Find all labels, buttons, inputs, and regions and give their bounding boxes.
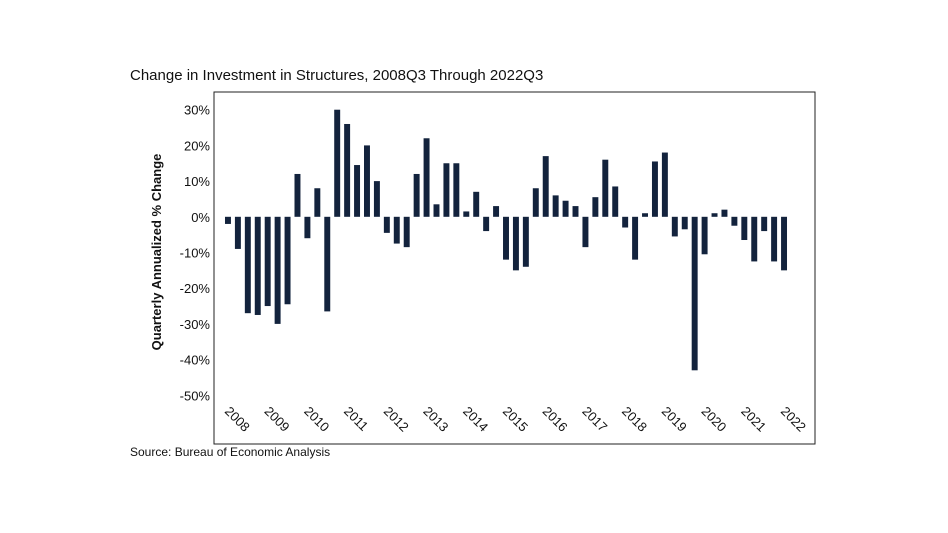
- bar: [522, 216, 529, 267]
- bar: [751, 216, 758, 262]
- bar: [383, 216, 390, 233]
- bar: [532, 188, 539, 217]
- bar: [651, 161, 658, 217]
- bar: [433, 204, 440, 217]
- bar: [622, 216, 629, 228]
- y-tick-label: 20%: [184, 138, 210, 153]
- y-axis-label: Quarterly Annualized % Change: [149, 154, 164, 351]
- bar: [781, 216, 788, 271]
- bar: [314, 188, 321, 217]
- y-tick-label: 0%: [191, 210, 210, 225]
- bar: [701, 216, 708, 255]
- bar: [413, 173, 420, 217]
- bar: [582, 216, 589, 248]
- bar: [373, 181, 380, 217]
- bar: [721, 209, 728, 217]
- bar: [294, 173, 301, 217]
- bar: [334, 109, 341, 217]
- y-tick-label: -50%: [180, 388, 211, 403]
- bar: [552, 195, 559, 217]
- bar: [642, 213, 648, 217]
- y-tick-label: 10%: [184, 174, 210, 189]
- bar: [503, 216, 509, 260]
- bar: [473, 191, 480, 217]
- bar: [324, 216, 331, 312]
- source-note: Source: Bureau of Economic Analysis: [130, 445, 330, 459]
- bar: [512, 216, 519, 271]
- bar: [264, 216, 271, 307]
- bar: [403, 216, 410, 248]
- bar: [632, 216, 639, 260]
- bar: [284, 216, 291, 305]
- bar: [592, 197, 599, 217]
- bar: [612, 186, 619, 217]
- bar: [234, 216, 241, 249]
- y-tick-label: -30%: [180, 317, 211, 332]
- y-tick-label: -40%: [180, 353, 211, 368]
- plot-frame: [213, 91, 816, 445]
- bar: [562, 200, 569, 217]
- bar: [443, 163, 450, 217]
- bar: [761, 216, 768, 232]
- bar: [463, 211, 470, 217]
- bar: [741, 216, 748, 241]
- bar: [681, 216, 688, 230]
- bar: [254, 216, 261, 315]
- chart-title: Change in Investment in Structures, 2008…: [130, 67, 543, 84]
- bar: [354, 165, 361, 217]
- bar: [244, 216, 251, 314]
- bar: [274, 216, 281, 324]
- bar: [493, 206, 500, 217]
- bar: [344, 123, 351, 217]
- y-tick-label: 30%: [184, 103, 210, 118]
- bar: [542, 156, 549, 217]
- bar: [711, 213, 718, 217]
- bar: [661, 152, 668, 217]
- bar: [423, 138, 430, 217]
- bar: [572, 206, 579, 217]
- bar: [731, 216, 738, 226]
- bar: [364, 145, 370, 217]
- bar: [453, 163, 460, 217]
- bar: [671, 216, 678, 237]
- bar: [304, 216, 311, 239]
- y-tick-label: -20%: [180, 281, 211, 296]
- bar: [771, 216, 778, 262]
- bar: [602, 159, 609, 217]
- bar: [483, 216, 490, 232]
- bar: [393, 216, 400, 244]
- bar: [691, 216, 698, 371]
- bar: [224, 216, 231, 224]
- y-tick-label: -10%: [180, 246, 211, 261]
